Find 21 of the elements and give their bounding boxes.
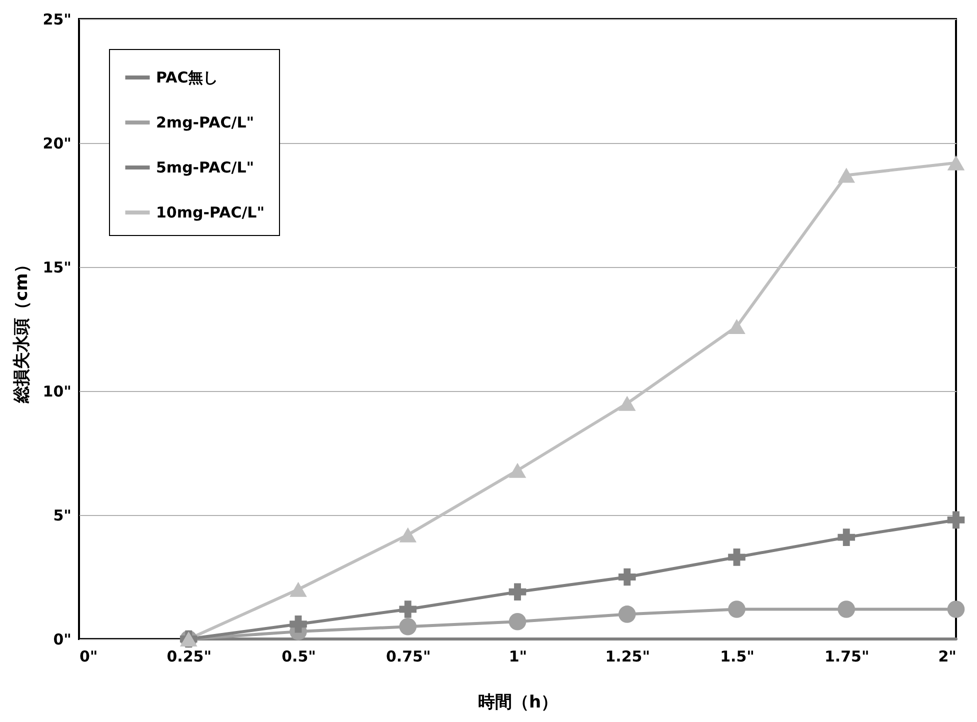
legend-label: 5mg-PAC/L" <box>156 158 254 176</box>
x-tick-label: 0.75" <box>386 648 431 666</box>
x-axis-title: 時間（h） <box>478 692 558 712</box>
y-tick-label: 20" <box>42 134 72 152</box>
y-axis-title: 総損失水頭（cm） <box>12 256 32 404</box>
x-tick-label: 0.5" <box>282 648 316 666</box>
y-tick-label: 10" <box>42 382 72 400</box>
x-tick-label: 1" <box>508 648 528 666</box>
x-tick-label: 0.25" <box>166 648 212 666</box>
x-tick-label: 1.75" <box>824 648 870 666</box>
y-tick-label: 5" <box>53 506 72 524</box>
legend-label: 10mg-PAC/L" <box>156 204 265 222</box>
x-tick-label: 1.25" <box>605 648 650 666</box>
y-tick-label: 25" <box>42 10 72 28</box>
x-tick-label: 0" <box>80 648 98 666</box>
y-tick-label: 15" <box>42 258 72 276</box>
y-tick-label: 0" <box>53 630 72 648</box>
legend-label: PAC無し <box>156 68 218 86</box>
x-tick-label: 1.5" <box>720 648 754 666</box>
legend-label: 2mg-PAC/L" <box>156 114 254 132</box>
x-tick-label: 2" <box>938 648 956 666</box>
